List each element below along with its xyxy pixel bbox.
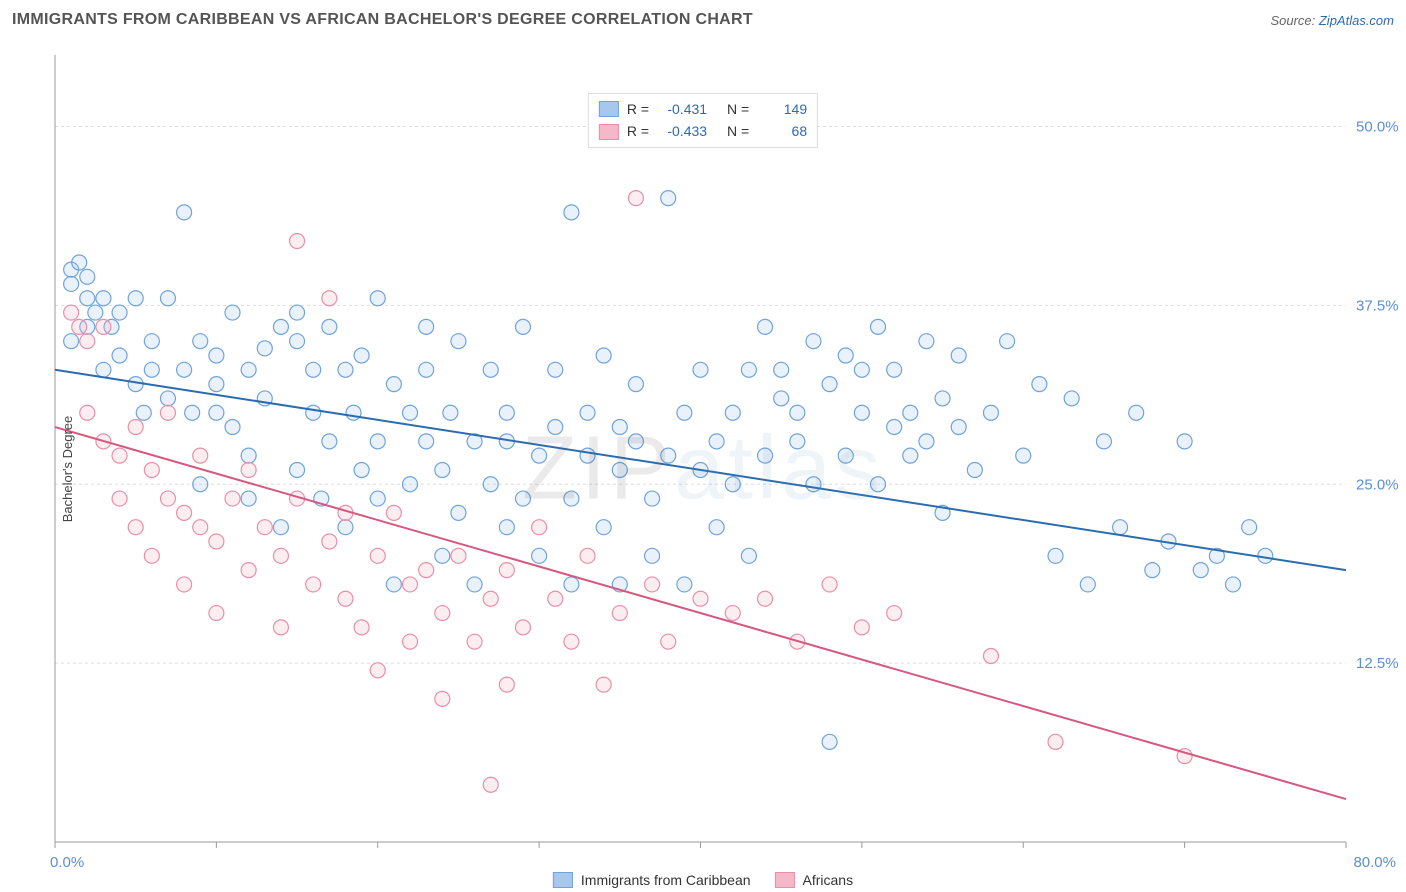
r-value-1: -0.433: [657, 120, 707, 142]
source-attribution: Source: ZipAtlas.com: [1270, 13, 1394, 28]
legend-swatch-1: [775, 872, 795, 888]
legend-swatch-0: [553, 872, 573, 888]
source-prefix: Source:: [1270, 13, 1318, 28]
scatter-plot-svg: 12.5% 25.0% 37.5% 50.0%: [0, 45, 1406, 892]
swatch-series-0: [599, 101, 619, 117]
series-legend: Immigrants from Caribbean Africans: [553, 872, 853, 888]
svg-text:37.5%: 37.5%: [1356, 297, 1399, 314]
x-axis-min-label: 0.0%: [50, 854, 84, 871]
r-label: R =: [627, 120, 649, 142]
y-axis-label: Bachelor's Degree: [60, 415, 75, 522]
n-value-1: 68: [757, 120, 807, 142]
legend-item-0: Immigrants from Caribbean: [553, 872, 751, 888]
svg-text:50.0%: 50.0%: [1356, 119, 1399, 136]
source-link[interactable]: ZipAtlas.com: [1319, 13, 1394, 28]
n-label: N =: [727, 98, 749, 120]
svg-text:12.5%: 12.5%: [1356, 655, 1399, 672]
r-label: R =: [627, 98, 649, 120]
swatch-series-1: [599, 124, 619, 140]
stats-row-1: R = -0.433 N = 68: [599, 120, 807, 142]
chart-header: IMMIGRANTS FROM CARIBBEAN VS AFRICAN BAC…: [0, 0, 1406, 40]
legend-item-1: Africans: [775, 872, 854, 888]
stats-legend: R = -0.431 N = 149 R = -0.433 N = 68: [588, 93, 818, 148]
chart-title: IMMIGRANTS FROM CARIBBEAN VS AFRICAN BAC…: [12, 11, 753, 29]
n-value-0: 149: [757, 98, 807, 120]
legend-label-0: Immigrants from Caribbean: [581, 872, 751, 888]
n-label: N =: [727, 120, 749, 142]
x-axis-max-label: 80.0%: [1353, 854, 1396, 871]
r-value-0: -0.431: [657, 98, 707, 120]
chart-container: Bachelor's Degree 12.5%25.0%37.5%50.0% Z…: [0, 45, 1406, 892]
stats-row-0: R = -0.431 N = 149: [599, 98, 807, 120]
legend-label-1: Africans: [803, 872, 854, 888]
svg-text:25.0%: 25.0%: [1356, 476, 1399, 493]
